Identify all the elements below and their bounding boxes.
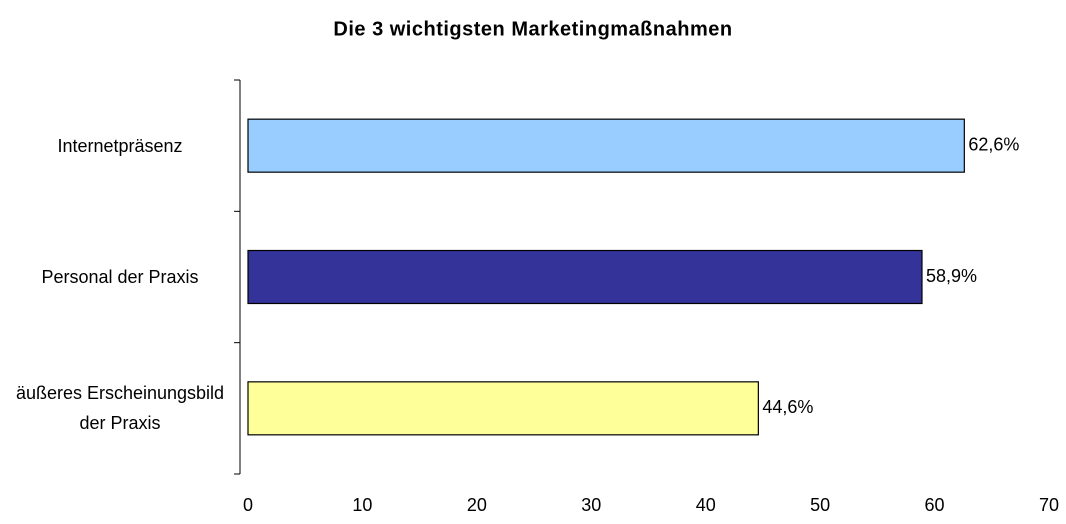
bar: [247, 249, 923, 305]
x-tick-label: 20: [467, 495, 487, 515]
y-tick-label: äußeres Erscheinungsbild der Praxis: [15, 383, 225, 434]
y-tick-label: Personal der Praxis: [41, 267, 199, 287]
chart-title: Die 3 wichtigsten Marketingmaßnahmen: [333, 18, 732, 40]
data-label: 62,6%: [968, 134, 1019, 154]
bar: [247, 118, 965, 173]
x-tick-label: 10: [352, 495, 372, 515]
data-label: 58,9%: [926, 266, 977, 286]
x-tick-label: 60: [925, 495, 945, 515]
x-tick-label: 0: [243, 495, 253, 515]
x-tick-label: 40: [696, 495, 716, 515]
x-tick-label: 70: [1039, 495, 1059, 515]
x-tick-label: 50: [810, 495, 830, 515]
x-tick-label: 30: [581, 495, 601, 515]
data-label: 44,6%: [762, 397, 813, 417]
y-tick-label: Internetpräsenz: [57, 135, 183, 156]
bar: [247, 381, 759, 436]
